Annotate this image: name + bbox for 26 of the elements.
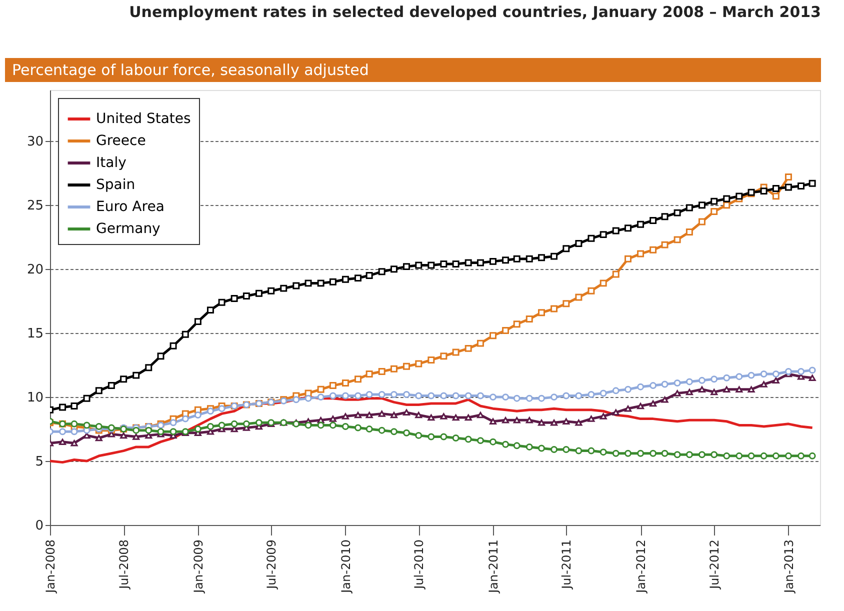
x-tick-label: Jul-2008 (117, 540, 132, 590)
x-tick-label: Jul-2012 (708, 540, 722, 590)
x-tick-label: Jul-2011 (560, 540, 574, 590)
y-tick-label: 10 (26, 390, 44, 406)
legend-label: Germany (96, 221, 160, 237)
y-tick-label: 15 (26, 326, 44, 342)
y-tick-label: 0 (35, 518, 44, 534)
x-tick-label: Jan-2012 (634, 540, 648, 594)
x-tick-label: Jan-2009 (191, 540, 206, 594)
y-tick-label: 25 (26, 198, 44, 214)
legend-label: United States (96, 111, 191, 127)
y-tick-label: 5 (35, 454, 44, 470)
x-tick-label: Jan-2008 (44, 540, 58, 594)
legend-label: Euro Area (96, 199, 164, 215)
x-tick-label: Jan-2011 (486, 540, 501, 594)
legend-label: Spain (96, 177, 136, 193)
y-tick-label: 20 (26, 262, 44, 278)
x-tick-label: Jul-2010 (412, 540, 426, 590)
chart-subtitle: Percentage of labour force, seasonally adjusted (12, 61, 369, 79)
legend-label: Italy (96, 155, 126, 171)
legend-label: Greece (96, 133, 146, 149)
x-tick-label: Jan-2013 (782, 540, 796, 594)
chart-title: Unemployment rates in selected developed countries, January 2008 – March 2013 (129, 3, 821, 21)
x-tick-label: Jul-2009 (264, 540, 279, 590)
x-tick-label: Jan-2010 (338, 540, 353, 594)
y-tick-label: 30 (26, 134, 44, 150)
